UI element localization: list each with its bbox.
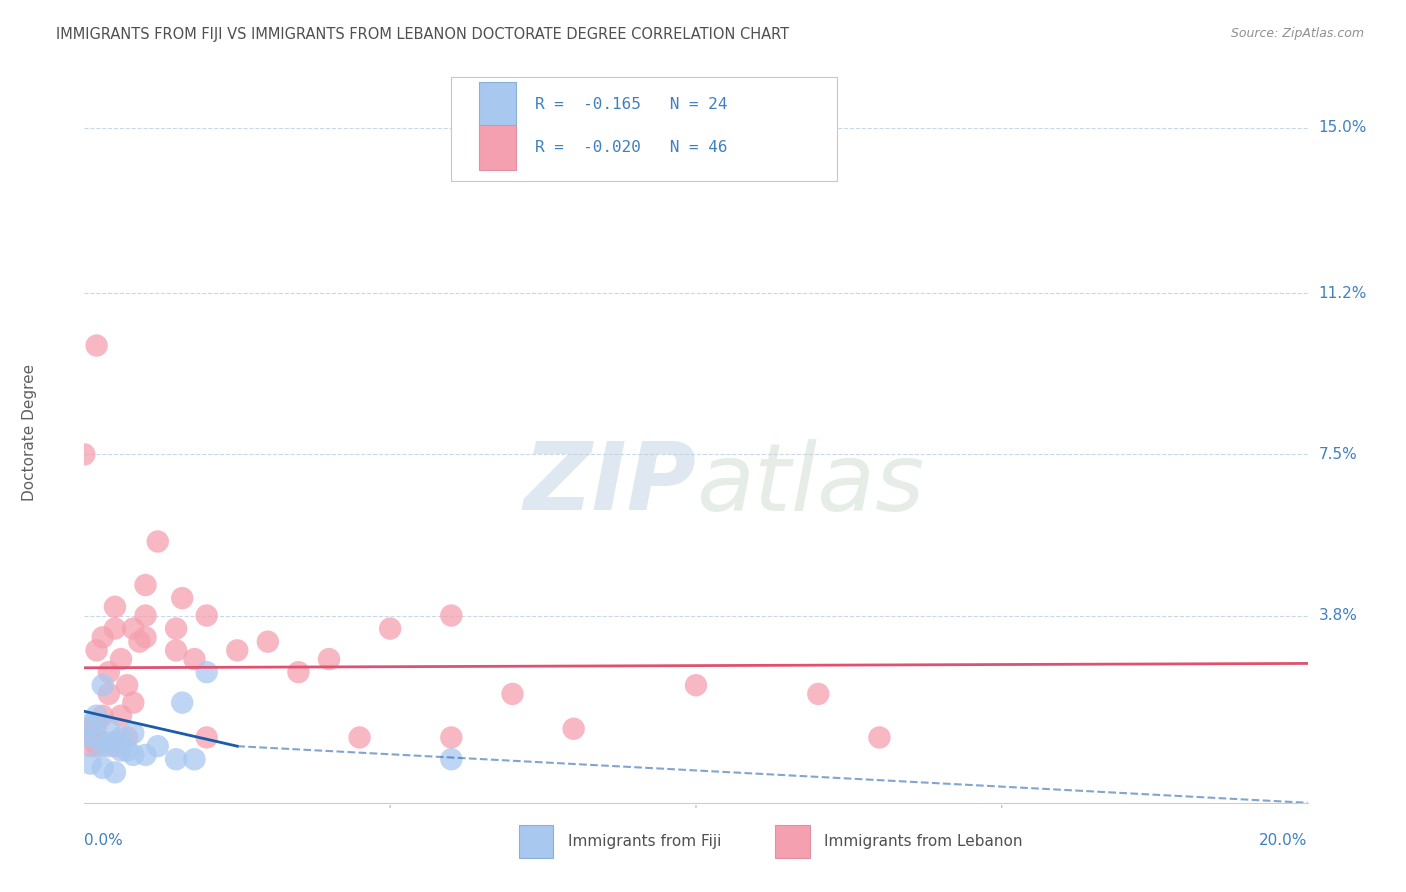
Point [73, 722, 96, 736]
Point [104, 765, 127, 780]
Point [183, 652, 205, 666]
Point [165, 622, 187, 636]
Point [146, 534, 169, 549]
Point [73, 447, 96, 461]
Bar [479, 82, 516, 127]
Text: 7.5%: 7.5% [1319, 447, 1357, 462]
Point [104, 739, 127, 754]
Point [440, 752, 463, 766]
Point [165, 752, 187, 766]
Point [73, 731, 96, 745]
Point [146, 739, 169, 754]
Point [115, 743, 138, 757]
Point [110, 708, 132, 723]
Text: R =  -0.020   N = 46: R = -0.020 N = 46 [534, 140, 727, 155]
Point [104, 599, 127, 614]
Text: Doctorate Degree: Doctorate Degree [22, 364, 37, 501]
Text: R =  -0.165   N = 24: R = -0.165 N = 24 [534, 97, 727, 112]
Point [86, 731, 108, 745]
Point [440, 731, 463, 745]
Point [349, 731, 371, 745]
Point [195, 731, 218, 745]
Point [91, 678, 114, 692]
Point [135, 630, 157, 644]
Text: 3.8%: 3.8% [1319, 608, 1358, 623]
Point [110, 652, 132, 666]
Point [86, 739, 108, 754]
Point [79, 739, 101, 754]
Point [807, 687, 830, 701]
Point [110, 731, 132, 745]
Point [869, 731, 891, 745]
Point [91, 708, 114, 723]
Point [79, 726, 101, 740]
Point [287, 665, 309, 680]
Point [122, 747, 145, 762]
Point [380, 622, 402, 636]
Point [135, 747, 157, 762]
Point [128, 634, 150, 648]
Point [562, 722, 585, 736]
Point [110, 743, 132, 757]
Point [91, 739, 114, 754]
Point [318, 652, 340, 666]
Point [86, 338, 108, 352]
Point [172, 696, 194, 710]
Text: atlas: atlas [696, 439, 924, 530]
Point [122, 622, 145, 636]
Text: ZIP: ZIP [523, 439, 696, 531]
Text: 0.0%: 0.0% [84, 833, 124, 848]
Point [91, 735, 114, 749]
Text: 11.2%: 11.2% [1319, 285, 1367, 301]
Point [97, 687, 120, 701]
Point [104, 622, 127, 636]
Point [86, 643, 108, 657]
Point [115, 678, 138, 692]
Text: IMMIGRANTS FROM FIJI VS IMMIGRANTS FROM LEBANON DOCTORATE DEGREE CORRELATION CHA: IMMIGRANTS FROM FIJI VS IMMIGRANTS FROM … [56, 27, 789, 42]
Text: Source: ZipAtlas.com: Source: ZipAtlas.com [1230, 27, 1364, 40]
Point [86, 708, 108, 723]
Text: Immigrants from Lebanon: Immigrants from Lebanon [824, 834, 1024, 849]
Point [440, 608, 463, 623]
Point [91, 761, 114, 775]
Point [183, 752, 205, 766]
Point [685, 678, 707, 692]
Point [195, 665, 218, 680]
Point [502, 687, 524, 701]
FancyBboxPatch shape [451, 78, 837, 181]
Point [135, 608, 157, 623]
Point [115, 731, 138, 745]
Point [257, 634, 280, 648]
Point [86, 717, 108, 731]
Point [97, 722, 120, 736]
Point [79, 756, 101, 771]
Point [97, 665, 120, 680]
Text: 20.0%: 20.0% [1260, 833, 1308, 848]
Point [195, 608, 218, 623]
Point [97, 739, 120, 754]
Point [104, 735, 127, 749]
Bar [776, 825, 810, 858]
Text: Immigrants from Fiji: Immigrants from Fiji [568, 834, 721, 849]
Point [135, 578, 157, 592]
Point [172, 591, 194, 606]
Bar [519, 825, 553, 858]
Point [122, 696, 145, 710]
Point [226, 643, 249, 657]
Point [91, 630, 114, 644]
Point [122, 726, 145, 740]
Point [165, 643, 187, 657]
Point [79, 717, 101, 731]
Bar [479, 126, 516, 169]
Text: 15.0%: 15.0% [1319, 120, 1367, 136]
